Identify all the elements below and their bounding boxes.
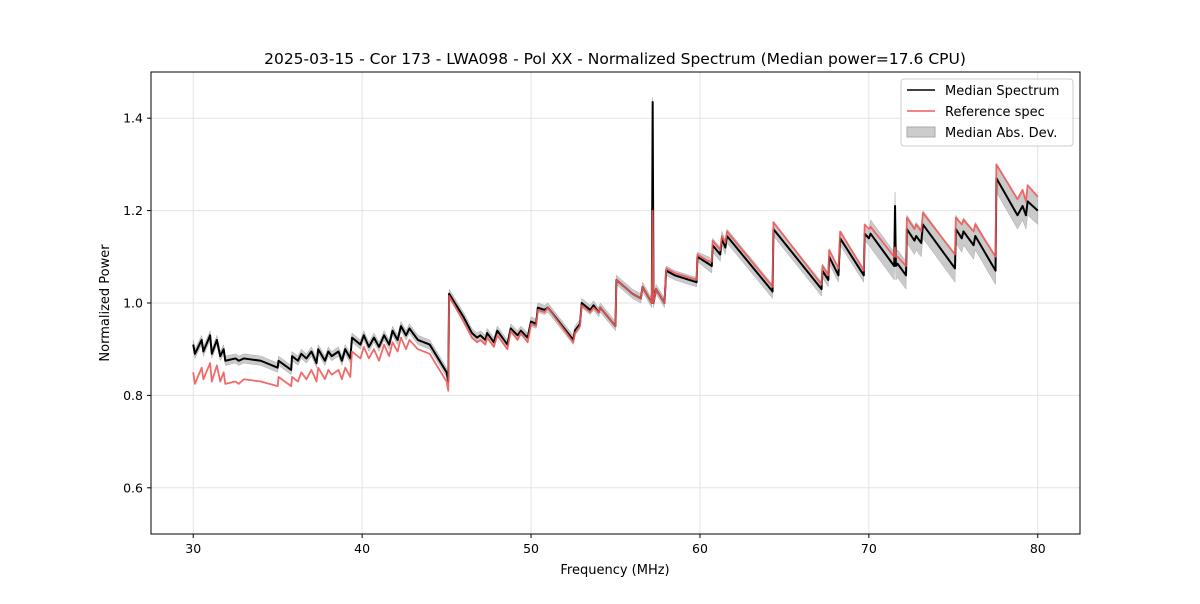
y-tick-label: 1.2 [123, 203, 143, 218]
x-tick-label: 60 [692, 541, 708, 556]
reference-spectrum-line [192, 163, 1039, 392]
legend-median-label: Median Spectrum [945, 84, 1059, 99]
legend-mad-swatch [906, 126, 936, 138]
median-spectrum-line [192, 101, 1039, 383]
ticks: 30 40 50 60 70 80 0.6 0.8 1.0 1.2 1.4 [123, 111, 1046, 556]
x-tick-label: 70 [861, 541, 877, 556]
legend-reference-label: Reference spec [945, 105, 1045, 120]
legend-mad-label: Median Abs. Dev. [945, 126, 1057, 141]
y-axis-label: Normalized Power [98, 244, 113, 362]
legend: Median Spectrum Reference spec Median Ab… [900, 78, 1074, 147]
x-tick-label: 40 [354, 541, 370, 556]
plot-marks [192, 97, 1039, 392]
x-tick-label: 50 [523, 541, 539, 556]
y-tick-label: 0.8 [123, 388, 143, 403]
legend-box [900, 78, 1074, 147]
mad-band [192, 97, 1039, 387]
chart-title: 2025-03-15 - Cor 173 - LWA098 - Pol XX -… [264, 50, 966, 68]
y-tick-label: 1.0 [123, 296, 143, 311]
x-tick-label: 80 [1030, 541, 1046, 556]
x-tick-label: 30 [185, 541, 201, 556]
y-tick-label: 1.4 [123, 111, 143, 126]
x-axis-label: Frequency (MHz) [560, 563, 669, 578]
y-tick-label: 0.6 [123, 480, 143, 495]
